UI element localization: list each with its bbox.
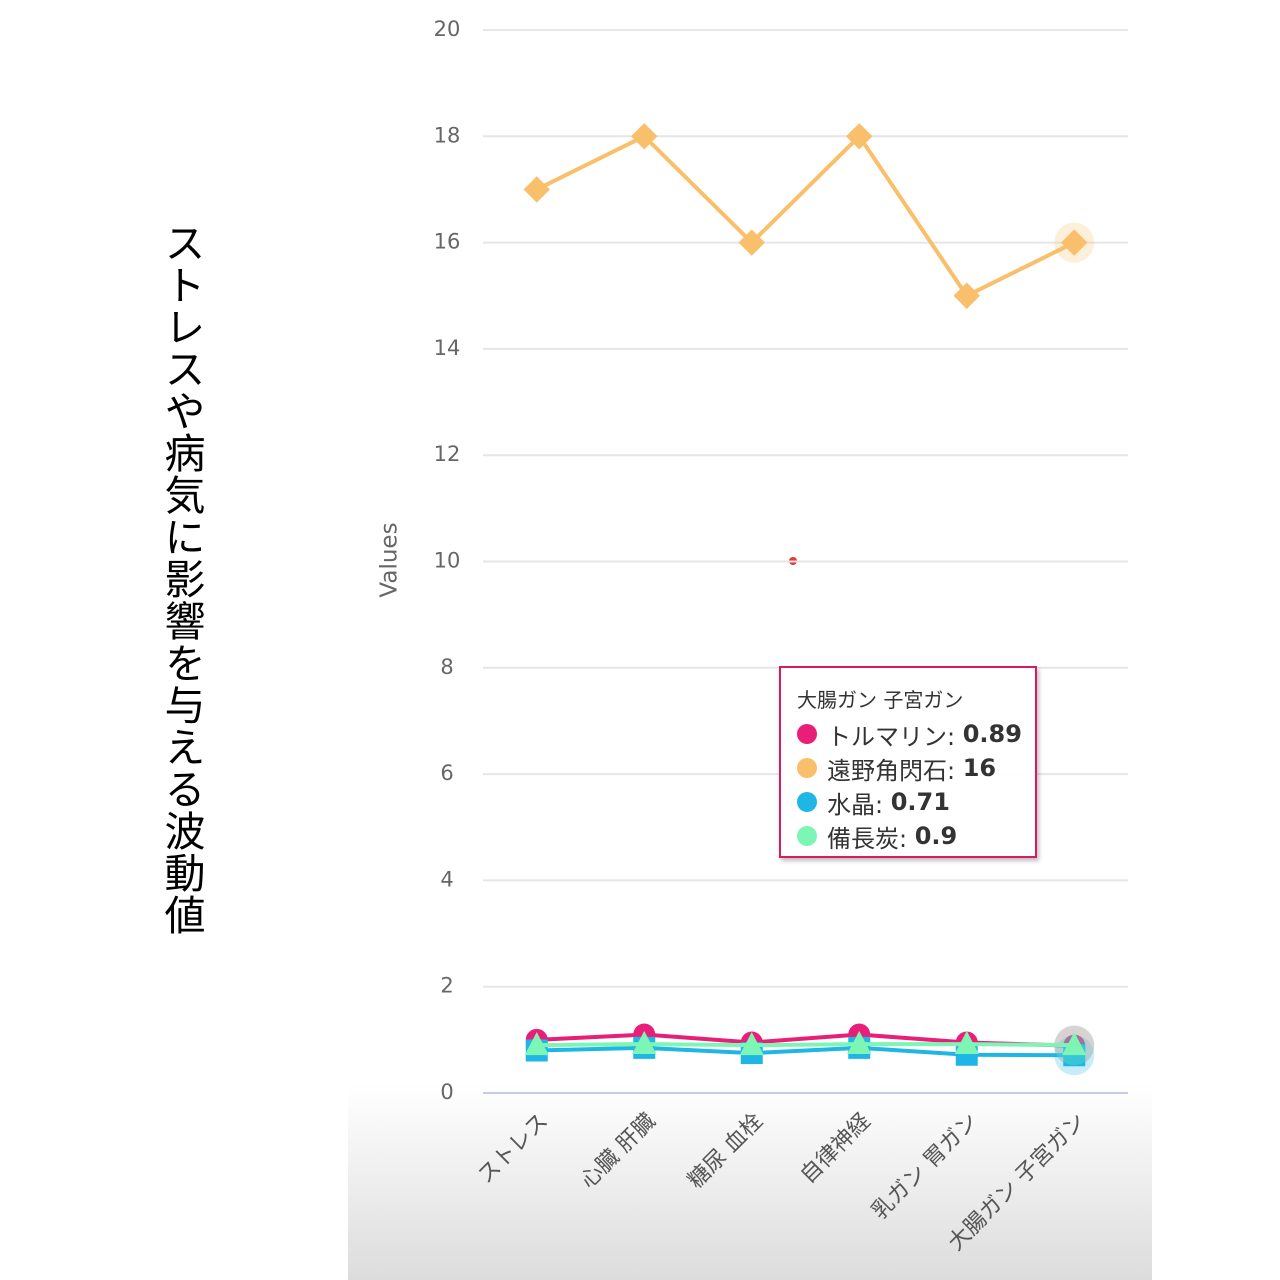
- legend-name: 遠野角閃石: [827, 751, 963, 786]
- legend-name: 備長炭: [827, 819, 915, 854]
- point: [954, 1030, 979, 1055]
- legend-dot: [797, 792, 817, 812]
- y-tick-label: 0: [440, 1080, 453, 1104]
- footer-shade: [348, 1085, 1152, 1280]
- point: [1062, 1031, 1087, 1056]
- tooltip-value: 0.9: [914, 822, 958, 850]
- tooltip-row: 遠野角閃石16: [797, 751, 1035, 785]
- legend-name: トルマリン: [827, 717, 963, 752]
- tooltip-row: 水晶0.71: [797, 785, 1035, 819]
- y-tick-label: 8: [440, 655, 453, 679]
- legend-dot: [797, 758, 817, 778]
- point: [847, 1030, 872, 1055]
- point: [631, 123, 658, 150]
- y-tick-label: 4: [440, 867, 453, 891]
- point: [739, 1031, 764, 1056]
- y-tick-label: 12: [434, 442, 461, 466]
- line: [536, 1045, 1075, 1058]
- tooltip-value: 0.89: [962, 720, 1022, 748]
- point: [524, 1031, 549, 1056]
- line: [535, 133, 1076, 299]
- point: [953, 282, 980, 309]
- y-tick-label: 14: [434, 336, 461, 360]
- side-title: ストレスや病気に影響を与える波動値: [157, 222, 205, 936]
- legend-dot: [797, 826, 817, 846]
- point: [1061, 229, 1088, 256]
- y-tick-label: 20: [434, 17, 461, 41]
- legend-name: 水晶: [827, 785, 891, 820]
- tooltip-value: 16: [962, 754, 997, 782]
- tooltip-row: トルマリン0.89: [797, 717, 1035, 751]
- y-tick-label: 6: [440, 761, 453, 785]
- point: [632, 1030, 657, 1055]
- y-tick-label: 2: [440, 974, 453, 998]
- y-axis-label: Values: [377, 522, 403, 597]
- tooltip-value: 0.71: [890, 788, 950, 816]
- tooltip-row: 備長炭0.9: [797, 819, 1035, 853]
- line: [536, 1042, 1075, 1048]
- tooltip: 大腸ガン 子宮ガントルマリン0.89遠野角閃石16水晶0.71備長炭0.9: [779, 666, 1037, 858]
- y-tick-label: 18: [434, 123, 461, 147]
- tooltip-title: 大腸ガン 子宮ガン: [797, 688, 964, 712]
- y-tick-label: 16: [434, 230, 461, 254]
- point: [523, 176, 550, 203]
- point: [738, 229, 765, 256]
- y-tick-label: 10: [434, 549, 461, 573]
- legend-dot: [797, 724, 817, 744]
- point: [846, 123, 873, 150]
